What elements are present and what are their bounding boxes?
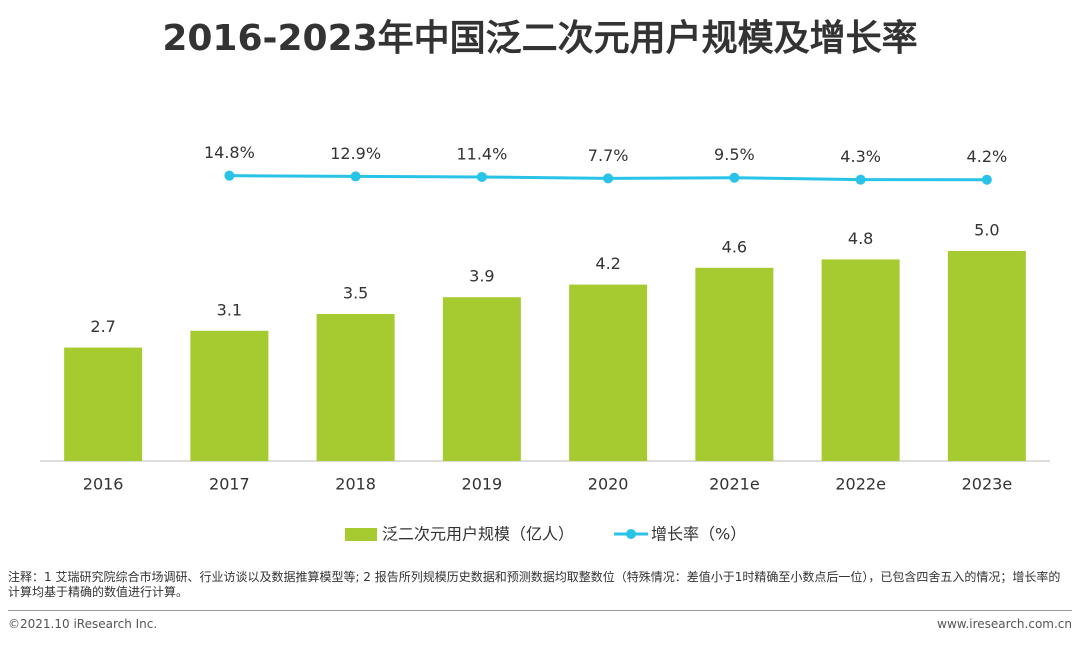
line-marker	[855, 174, 866, 185]
data-label: 2.7	[90, 317, 115, 336]
x-tick-label: 2019	[462, 475, 503, 494]
legend-label: 增长率（%）	[651, 525, 746, 544]
data-label: 5.0	[974, 221, 999, 240]
line-marker	[729, 172, 740, 183]
data-label: 9.5%	[714, 145, 755, 164]
data-label: 14.8%	[204, 143, 255, 162]
data-label: 4.8	[848, 229, 873, 248]
x-tick-label: 2018	[335, 475, 376, 494]
source: ©2021.10 iResearch Inc.	[8, 617, 158, 631]
data-label: 4.2	[595, 254, 620, 273]
line-marker	[981, 174, 992, 185]
line-marker	[476, 171, 487, 182]
x-tick-label: 2022e	[835, 475, 886, 494]
legend-swatch	[345, 528, 377, 541]
x-tick-label: 2023e	[962, 475, 1013, 494]
data-label: 11.4%	[456, 144, 507, 163]
x-tick-label: 2016	[83, 475, 124, 494]
chart-title: 2016-2023年中国泛二次元用户规模及增长率	[162, 18, 917, 59]
legend-swatch	[626, 529, 637, 539]
data-label: 7.7%	[588, 146, 629, 165]
bar	[64, 347, 143, 461]
data-label: 4.3%	[840, 147, 881, 166]
legend-label: 泛二次元用户规模（亿人）	[382, 525, 574, 544]
x-tick-label: 2017	[209, 475, 250, 494]
data-label: 3.5	[343, 284, 368, 303]
line-marker	[603, 173, 614, 184]
data-label: 4.2%	[967, 147, 1008, 166]
line-marker	[350, 171, 361, 182]
bar	[947, 251, 1026, 461]
data-label: 12.9%	[330, 144, 381, 163]
notes: 注释：1 艾瑞研究院综合市场调研、行业访谈以及数据推算模型等; 2 报告所列规模…	[8, 570, 1061, 599]
bar	[821, 259, 900, 461]
chart: 2016-2023年中国泛二次元用户规模及增长率 2016 2017 2018 201…	[40, 18, 1050, 544]
bar	[442, 297, 521, 461]
footer: ©2021.10 iResearch Inc. www.iresearch.co…	[8, 610, 1072, 631]
x-tick-label: 2020	[588, 475, 629, 494]
data-label: 4.6	[722, 237, 747, 256]
data-label: 3.1	[217, 300, 242, 319]
bar	[190, 330, 269, 461]
website: www.iresearch.com.cn	[937, 617, 1072, 631]
bar	[316, 314, 395, 461]
line-marker	[224, 170, 235, 181]
data-label: 3.9	[469, 267, 494, 286]
bar	[569, 284, 648, 461]
x-tick-label: 2021e	[709, 475, 760, 494]
bar	[695, 267, 774, 461]
